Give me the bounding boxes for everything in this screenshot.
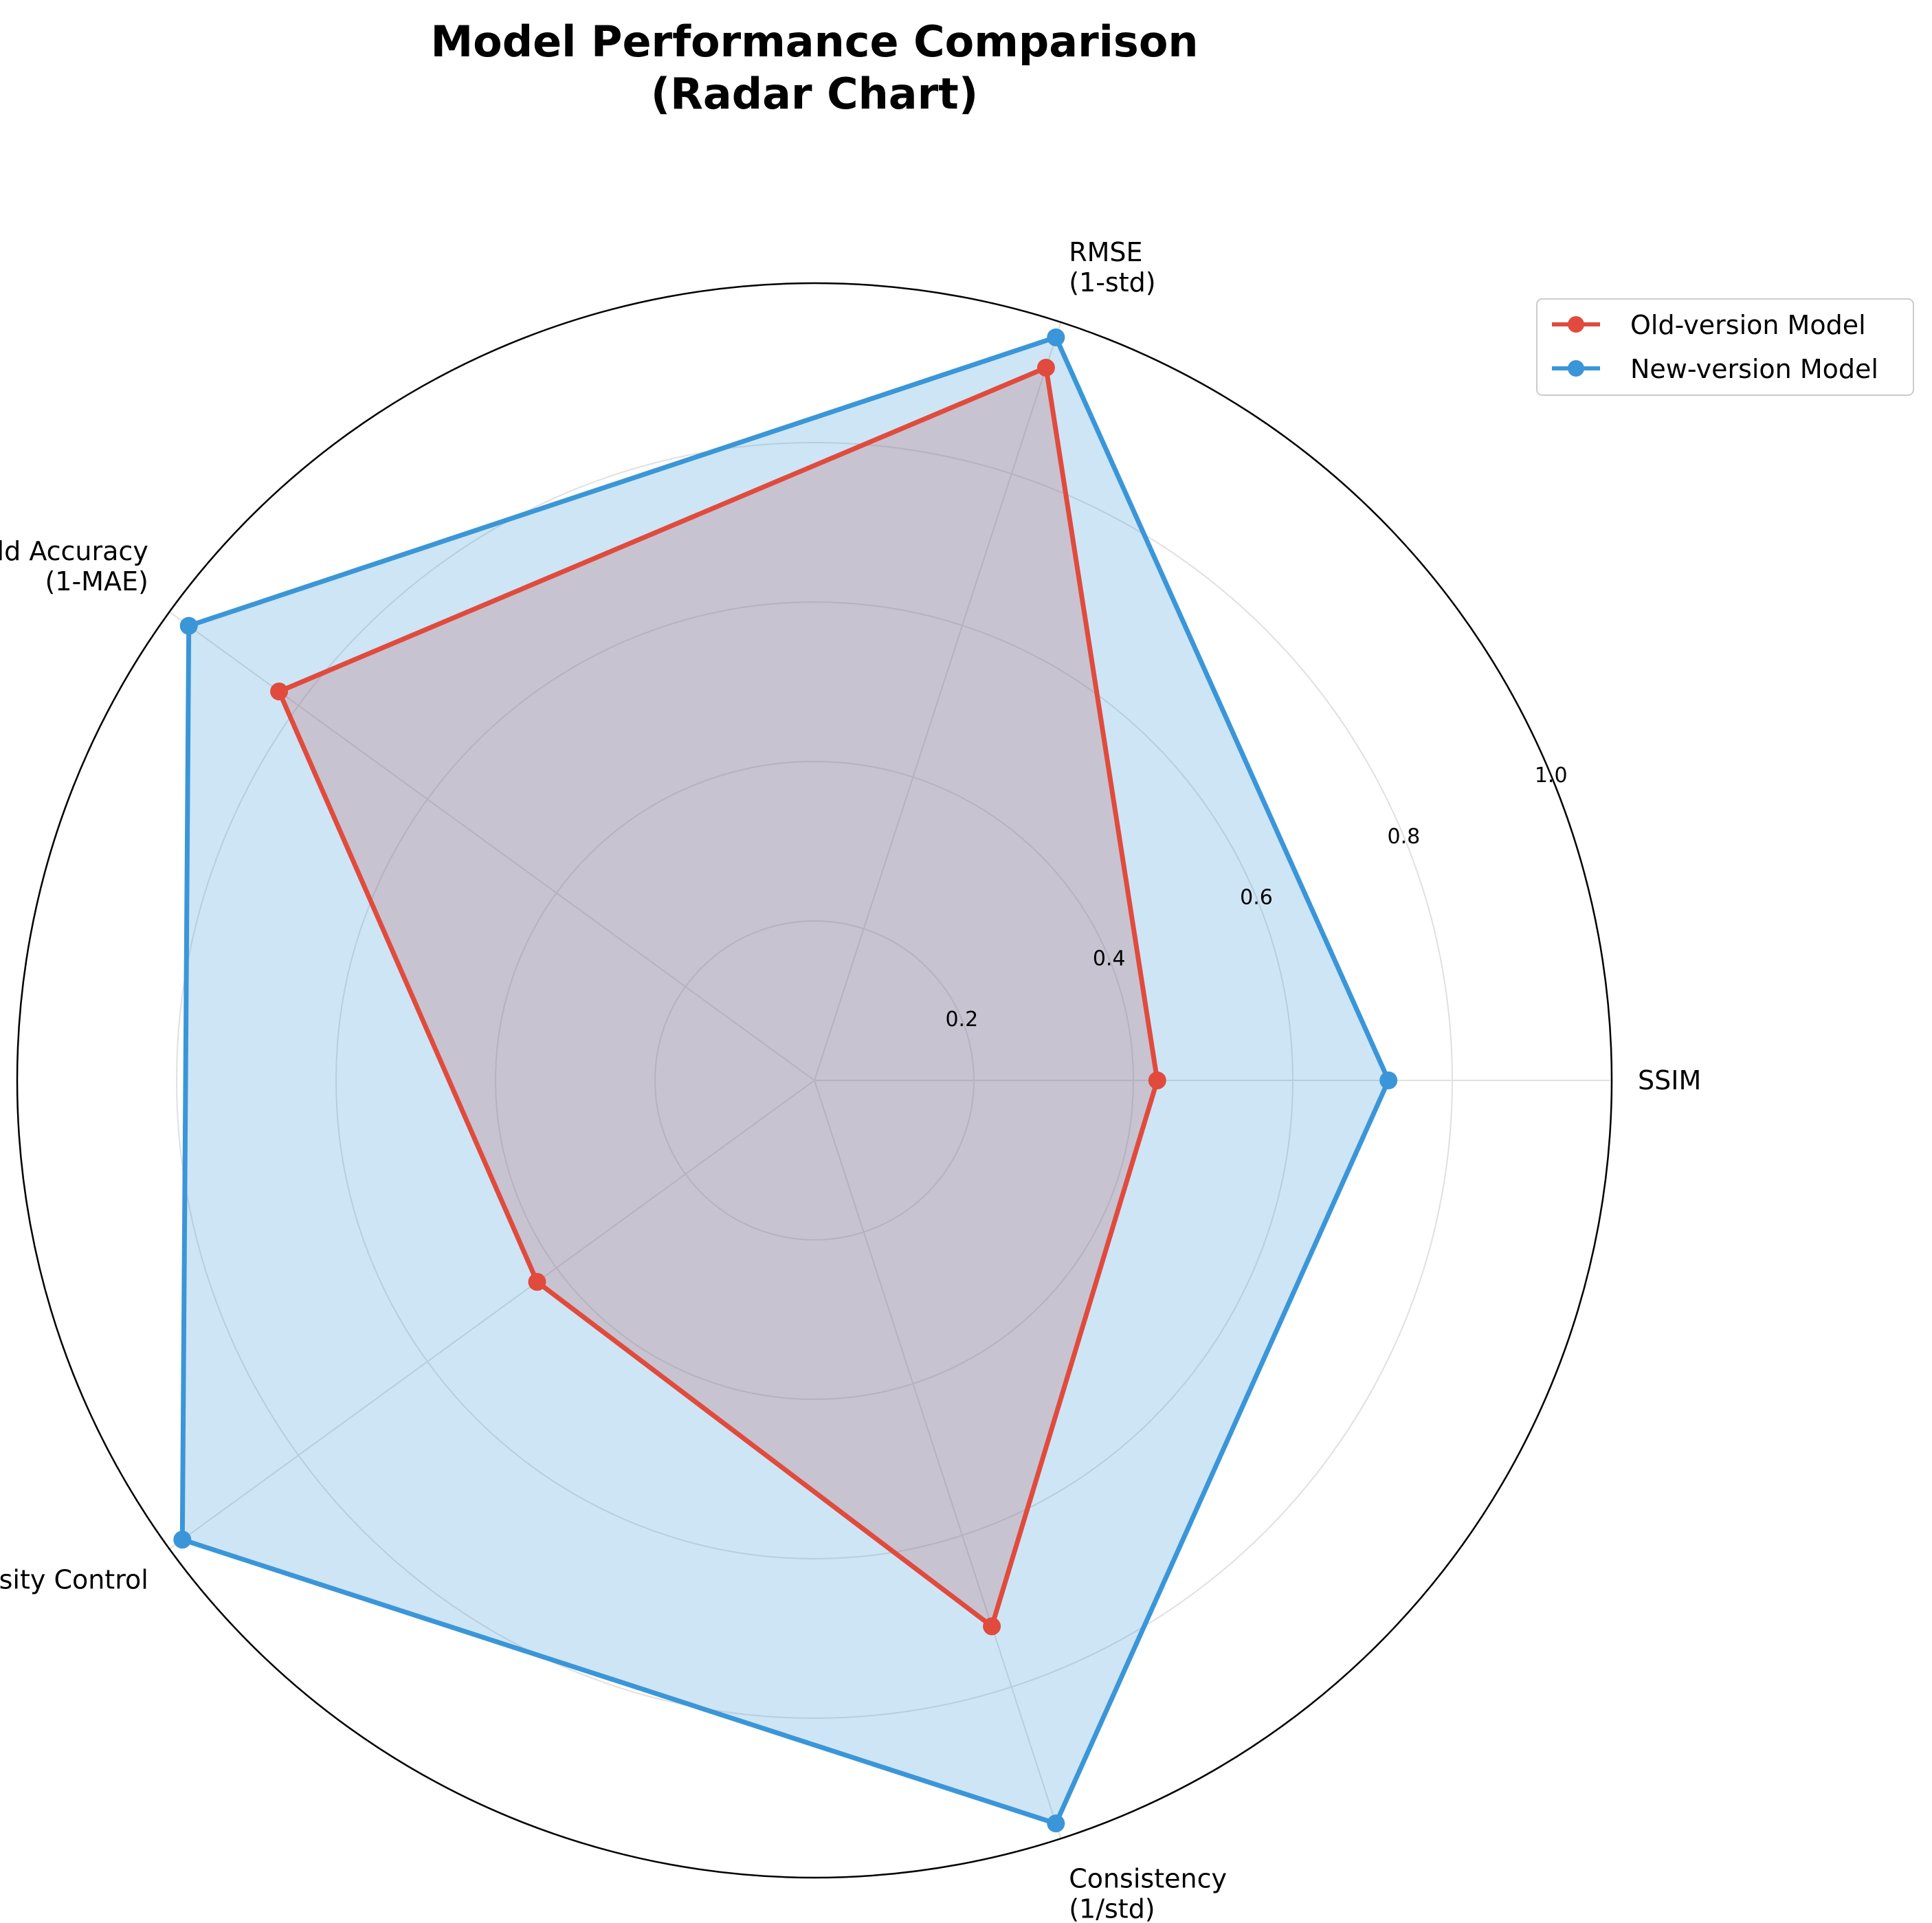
series-0-point-0 — [1148, 1071, 1166, 1089]
series-points — [173, 328, 1398, 1833]
axis-label-4-line-1: (1/std) — [1069, 1894, 1155, 1923]
axis-label-2-line-0: Field Accuracy — [0, 536, 148, 566]
chart-title-line-2: (Radar Chart) — [651, 69, 978, 119]
axis-label-1-line-0: RMSE — [1069, 237, 1142, 267]
series-fill-1 — [182, 337, 1389, 1824]
series-lines — [179, 335, 1391, 1826]
legend-label-old: Old-version Model — [1630, 310, 1866, 340]
series-line-1 — [179, 335, 1391, 1826]
radial-grid — [16, 282, 1613, 1879]
series-1-point-2 — [179, 616, 198, 635]
series-0-point-4 — [983, 1617, 1001, 1636]
r-tick-label-4: 1.0 — [1535, 764, 1568, 788]
axis-labels: SSIM RMSE(1-std) Field Accuracy(1-MAE) Inte… — [0, 237, 1701, 1923]
series-fill-0 — [279, 368, 1157, 1627]
r-tick-label-2: 0.6 — [1240, 886, 1273, 910]
outer-frame-circle — [16, 282, 1613, 1879]
series-1-point-3 — [173, 1531, 192, 1549]
legend: Old-version Model New-version Model — [1536, 298, 1914, 396]
series-0-point-3 — [528, 1273, 546, 1291]
series-0-point-2 — [270, 682, 289, 701]
axis-label-0-line-0: SSIM — [1638, 1065, 1701, 1096]
grid-spoke-3 — [168, 1080, 815, 1550]
r-tick-label-1: 0.4 — [1093, 946, 1126, 970]
legend-frame — [1536, 298, 1914, 396]
r-tick-label-0: 0.2 — [945, 1008, 978, 1032]
series-1-point-4 — [1047, 1814, 1065, 1833]
series-0-point-1 — [1036, 358, 1055, 377]
axis-label-3-line-0: Intensity Control — [0, 1564, 148, 1594]
axis-label-1-line-1: (1-std) — [1069, 267, 1155, 298]
legend-marker-old — [1568, 316, 1584, 333]
chart-title-line-1: Model Performance Comparison — [430, 16, 1198, 67]
series-line-0 — [276, 365, 1160, 1629]
series-1-point-1 — [1047, 328, 1065, 346]
legend-label-new: New-version Model — [1630, 354, 1878, 384]
r-tick-label-3: 0.8 — [1388, 825, 1421, 849]
legend-marker-new — [1568, 360, 1584, 377]
radial-tick-labels: 0.2 0.4 0.6 0.8 1.0 — [945, 764, 1567, 1032]
grid-spoke-4 — [814, 1080, 1062, 1839]
series-1-point-0 — [1379, 1071, 1398, 1089]
axis-label-4-line-0: Consistency — [1069, 1864, 1227, 1894]
grid-spoke-1 — [814, 322, 1062, 1081]
axis-label-2-line-1: (1-MAE) — [45, 566, 148, 597]
series-fills — [182, 337, 1389, 1824]
